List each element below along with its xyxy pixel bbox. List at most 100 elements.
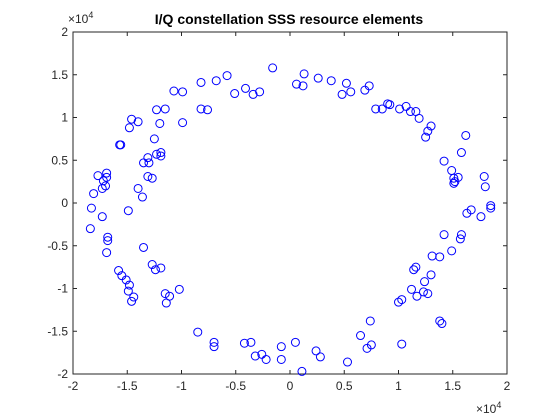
data-point bbox=[411, 107, 421, 117]
y-tick-label: 0.5 bbox=[51, 153, 68, 167]
data-point bbox=[124, 123, 134, 133]
data-point bbox=[149, 134, 159, 144]
data-point bbox=[196, 104, 206, 114]
data-point bbox=[377, 104, 387, 114]
x-tick-label: -2 bbox=[68, 379, 79, 393]
data-point bbox=[144, 158, 154, 168]
data-point bbox=[114, 266, 124, 276]
data-point bbox=[456, 148, 466, 158]
data-point bbox=[447, 246, 457, 256]
data-point bbox=[86, 203, 96, 213]
data-point bbox=[346, 87, 356, 97]
data-point bbox=[371, 104, 381, 114]
y-tick-label: 1.5 bbox=[51, 68, 68, 82]
data-point bbox=[203, 105, 213, 115]
y-tick-label: -0.5 bbox=[47, 239, 68, 253]
axes: -2 -1.5 -1 -0.5 0 0.5 1 1.5 2 -2 -1.5 -1 -0.5 0 0.5 1 1.… bbox=[47, 25, 510, 393]
data-point bbox=[193, 327, 203, 337]
data-point bbox=[423, 289, 433, 299]
data-point bbox=[437, 319, 447, 329]
data-point bbox=[102, 168, 112, 178]
data-point bbox=[421, 132, 431, 142]
data-point bbox=[209, 337, 219, 347]
x-tick-label: 0 bbox=[287, 379, 294, 393]
data-point bbox=[246, 337, 256, 347]
x-tick-label: 2 bbox=[504, 379, 511, 393]
data-point bbox=[476, 212, 486, 222]
data-point bbox=[102, 248, 112, 258]
data-point bbox=[156, 263, 166, 273]
chart-title: I/Q constellation SSS resource elements bbox=[155, 11, 424, 27]
data-point bbox=[423, 126, 433, 136]
data-point bbox=[123, 206, 133, 216]
data-point bbox=[133, 183, 143, 193]
data-point bbox=[456, 230, 466, 240]
data-point bbox=[405, 107, 415, 117]
data-point bbox=[89, 189, 99, 199]
data-point bbox=[261, 354, 271, 364]
data-point bbox=[276, 354, 286, 364]
data-point bbox=[401, 101, 411, 111]
data-point bbox=[147, 173, 157, 183]
data-point bbox=[121, 275, 131, 285]
data-point bbox=[337, 89, 347, 99]
data-point bbox=[298, 81, 308, 91]
data-point bbox=[426, 121, 436, 131]
data-point bbox=[411, 262, 421, 272]
data-point bbox=[255, 87, 265, 97]
data-point bbox=[455, 234, 465, 244]
data-point bbox=[133, 117, 143, 127]
data-point bbox=[480, 182, 490, 192]
data-point bbox=[395, 104, 405, 114]
data-point bbox=[268, 63, 278, 73]
data-point bbox=[97, 212, 107, 222]
data-point bbox=[356, 331, 366, 341]
data-point bbox=[435, 252, 445, 262]
data-point bbox=[397, 295, 407, 305]
data-point bbox=[209, 342, 219, 352]
data-point bbox=[101, 181, 111, 191]
data-point bbox=[239, 338, 249, 348]
x-tick-label: 1 bbox=[395, 379, 402, 393]
data-point bbox=[412, 291, 422, 301]
data-point bbox=[139, 242, 149, 252]
y-tick-label: -1.5 bbox=[47, 324, 68, 338]
data-point bbox=[461, 130, 471, 140]
data-point bbox=[364, 81, 374, 91]
plot-frame bbox=[72, 31, 508, 375]
data-point bbox=[407, 284, 417, 294]
data-point bbox=[409, 265, 419, 275]
y-exponent-label: ×104 bbox=[68, 10, 93, 26]
data-point bbox=[418, 287, 428, 297]
data-point bbox=[365, 316, 375, 326]
data-point bbox=[152, 149, 162, 159]
data-point bbox=[313, 73, 323, 83]
data-point bbox=[178, 87, 188, 97]
data-point bbox=[439, 230, 449, 240]
data-point bbox=[248, 89, 258, 99]
data-point bbox=[326, 76, 336, 86]
x-tick-label: -0.5 bbox=[225, 379, 246, 393]
data-point bbox=[447, 166, 457, 176]
y-tick-label: 1 bbox=[61, 111, 68, 125]
data-point bbox=[486, 203, 496, 213]
data-point bbox=[426, 270, 436, 280]
data-point bbox=[449, 178, 459, 188]
data-point bbox=[98, 176, 108, 186]
data-point bbox=[360, 85, 370, 95]
data-point bbox=[299, 69, 309, 79]
data-point bbox=[439, 156, 449, 166]
x-tick-label: -1 bbox=[176, 379, 187, 393]
data-points bbox=[85, 63, 496, 376]
data-point bbox=[143, 171, 153, 181]
data-point bbox=[169, 86, 179, 96]
data-point bbox=[127, 296, 137, 306]
x-tick-label: -1.5 bbox=[117, 379, 138, 393]
data-point bbox=[230, 89, 240, 99]
data-point bbox=[290, 337, 300, 347]
data-point bbox=[156, 148, 166, 158]
data-point bbox=[276, 342, 286, 352]
data-point bbox=[292, 79, 302, 89]
